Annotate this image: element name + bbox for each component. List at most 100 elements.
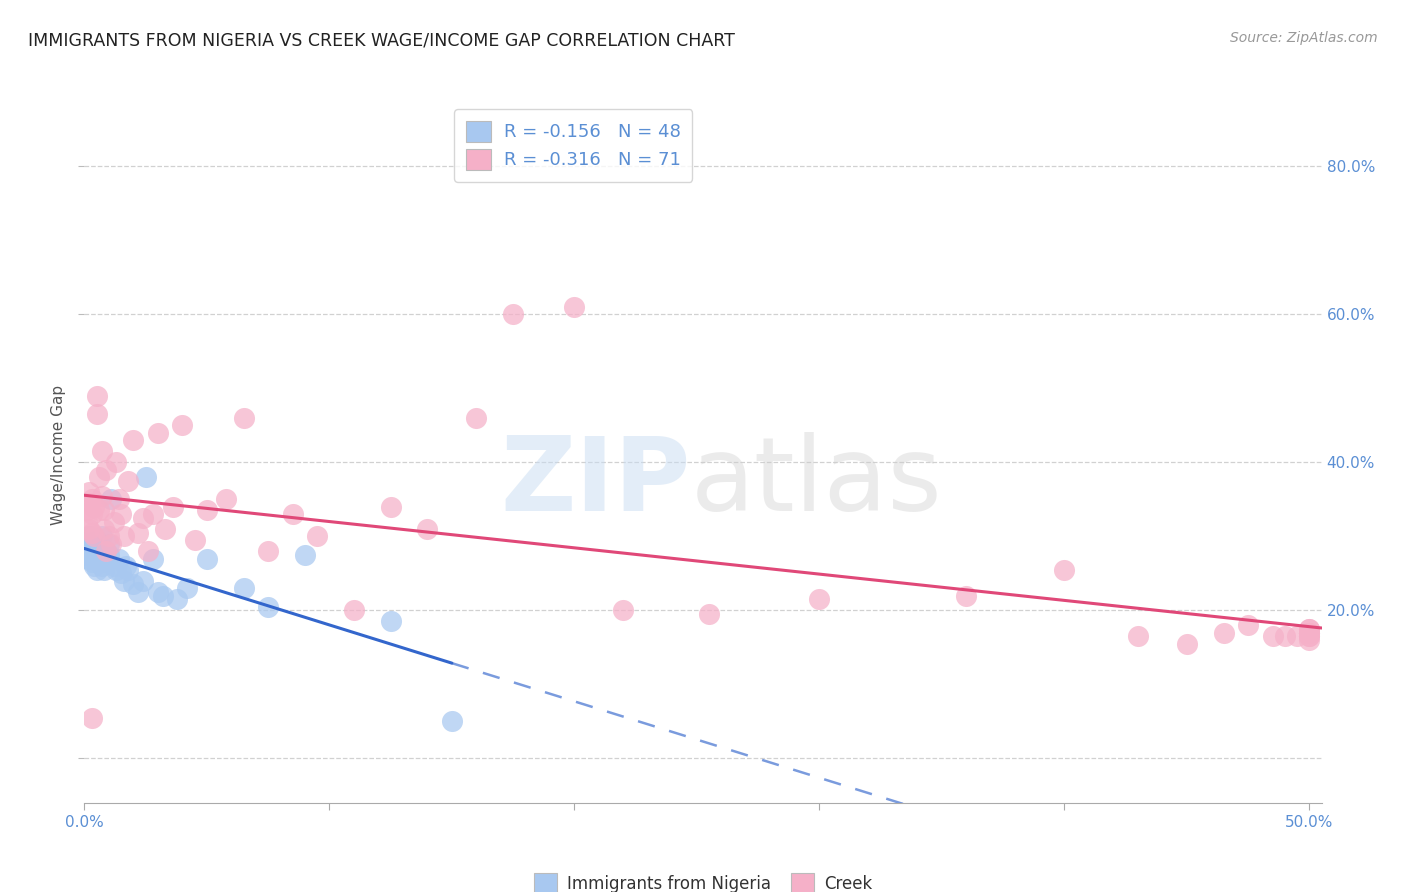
Point	[110, 507, 132, 521]
Point	[142, 551, 165, 566]
Point	[215, 492, 238, 507]
Point	[96, 544, 118, 558]
Point	[294, 548, 316, 562]
Point	[76, 503, 98, 517]
Point	[80, 555, 103, 569]
Point	[96, 555, 118, 569]
Point	[127, 585, 149, 599]
Point	[112, 574, 135, 588]
Point	[112, 529, 135, 543]
Point	[110, 566, 132, 581]
Point	[86, 563, 108, 577]
Point	[697, 607, 720, 621]
Point	[955, 589, 977, 603]
Point	[612, 603, 634, 617]
Point	[136, 544, 159, 558]
Point	[87, 555, 110, 569]
Point	[77, 496, 100, 510]
Point	[77, 551, 100, 566]
Point	[96, 463, 118, 477]
Point	[132, 511, 155, 525]
Text: ZIP: ZIP	[501, 433, 690, 533]
Point	[76, 533, 98, 547]
Point	[83, 558, 105, 573]
Point	[380, 500, 402, 514]
Point	[195, 503, 218, 517]
Point	[86, 551, 108, 566]
Point	[103, 515, 125, 529]
Point	[83, 529, 105, 543]
Point	[77, 484, 100, 499]
Y-axis label: Wage/Income Gap: Wage/Income Gap	[51, 384, 66, 525]
Point	[416, 522, 439, 536]
Point	[146, 585, 169, 599]
Point	[808, 592, 831, 607]
Point	[80, 544, 103, 558]
Point	[80, 507, 103, 521]
Point	[1298, 622, 1320, 636]
Point	[155, 522, 177, 536]
Point	[1261, 629, 1284, 643]
Point	[1212, 625, 1234, 640]
Point	[1298, 625, 1320, 640]
Point	[87, 470, 110, 484]
Point	[1298, 622, 1320, 636]
Point	[90, 541, 112, 555]
Point	[343, 603, 366, 617]
Point	[93, 551, 115, 566]
Point	[105, 455, 128, 469]
Point	[80, 525, 103, 540]
Point	[152, 589, 174, 603]
Point	[166, 592, 188, 607]
Text: Source: ZipAtlas.com: Source: ZipAtlas.com	[1230, 31, 1378, 45]
Point	[107, 492, 129, 507]
Point	[564, 300, 586, 314]
Point	[281, 507, 304, 521]
Point	[183, 533, 205, 547]
Point	[380, 615, 402, 629]
Point	[232, 581, 254, 595]
Point	[76, 548, 98, 562]
Point	[93, 503, 115, 517]
Point	[1175, 637, 1198, 651]
Point	[86, 407, 108, 421]
Point	[83, 541, 105, 555]
Point	[1298, 632, 1320, 647]
Point	[176, 581, 198, 595]
Point	[93, 563, 115, 577]
Point	[90, 529, 112, 543]
Point	[122, 577, 145, 591]
Point	[83, 500, 105, 514]
Point	[1286, 629, 1309, 643]
Point	[1274, 629, 1296, 643]
Point	[90, 444, 112, 458]
Point	[1298, 629, 1320, 643]
Text: atlas: atlas	[690, 433, 942, 533]
Point	[115, 558, 138, 573]
Point	[132, 574, 155, 588]
Text: IMMIGRANTS FROM NIGERIA VS CREEK WAGE/INCOME GAP CORRELATION CHART: IMMIGRANTS FROM NIGERIA VS CREEK WAGE/IN…	[28, 31, 735, 49]
Point	[172, 418, 194, 433]
Point	[80, 537, 103, 551]
Point	[162, 500, 184, 514]
Point	[77, 541, 100, 555]
Point	[307, 529, 329, 543]
Point	[103, 558, 125, 573]
Point	[87, 548, 110, 562]
Point	[465, 411, 488, 425]
Point	[77, 522, 100, 536]
Point	[142, 507, 165, 521]
Point	[90, 558, 112, 573]
Point	[1298, 625, 1320, 640]
Point	[80, 711, 103, 725]
Point	[76, 515, 98, 529]
Point	[1298, 629, 1320, 643]
Point	[117, 474, 139, 488]
Point	[105, 563, 128, 577]
Legend: Immigrants from Nigeria, Creek: Immigrants from Nigeria, Creek	[527, 867, 879, 892]
Point	[117, 563, 139, 577]
Point	[80, 492, 103, 507]
Point	[1237, 618, 1260, 632]
Point	[122, 433, 145, 447]
Point	[97, 548, 120, 562]
